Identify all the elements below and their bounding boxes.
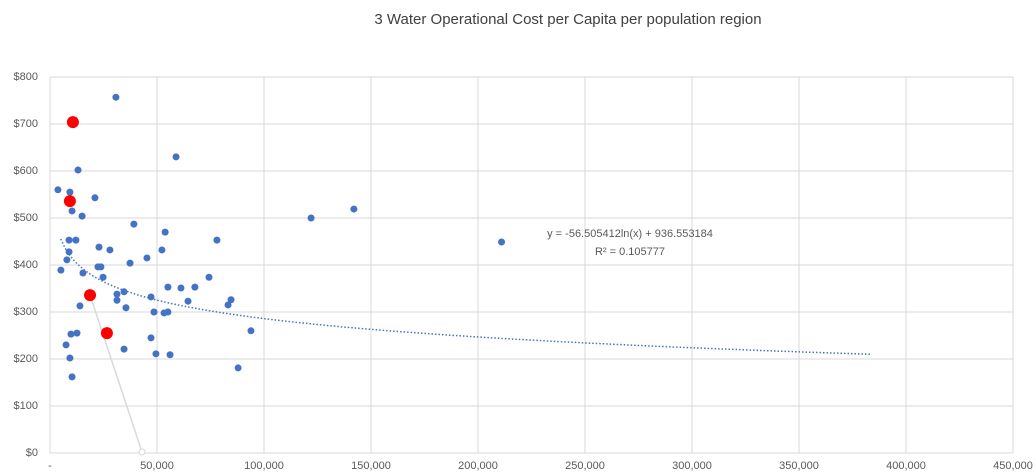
trend-equation: y = -56.505412ln(x) + 936.553184 <box>547 228 713 240</box>
chart-title: 3 Water Operational Cost per Capita per … <box>374 11 761 28</box>
point <box>184 297 192 305</box>
x-tick-label: 150,000 <box>351 460 391 472</box>
point <box>63 195 76 208</box>
point <box>498 238 506 246</box>
point <box>112 93 120 101</box>
y-tick-label: $600 <box>14 165 38 177</box>
point <box>66 354 74 362</box>
y-tick-label: $0 <box>26 447 38 459</box>
y-tick-label: $100 <box>14 400 38 412</box>
leader-end <box>138 448 146 456</box>
point <box>164 308 172 316</box>
point <box>78 212 86 220</box>
point <box>130 220 138 228</box>
point <box>122 304 130 312</box>
point <box>106 246 114 254</box>
point <box>150 308 158 316</box>
point <box>63 256 71 264</box>
trend-r-squared: R² = 0.105777 <box>595 246 665 258</box>
point <box>65 248 73 256</box>
point <box>126 259 134 267</box>
point <box>57 266 65 274</box>
x-tick-label: 250,000 <box>565 460 605 472</box>
point <box>84 289 97 302</box>
x-tick-label: 300,000 <box>672 460 712 472</box>
point <box>97 263 105 271</box>
x-tick-label: 450,000 <box>993 460 1033 472</box>
point <box>120 288 128 296</box>
y-tick-label: $700 <box>14 118 38 130</box>
point <box>100 327 113 340</box>
point <box>65 236 73 244</box>
leader-line <box>89 294 143 453</box>
x-tick-label: 400,000 <box>886 460 926 472</box>
x-tick-label: 200,000 <box>458 460 498 472</box>
point <box>227 296 235 304</box>
point <box>172 153 180 161</box>
point <box>54 186 62 194</box>
point <box>95 243 103 251</box>
point <box>99 273 107 281</box>
x-tick-label: 350,000 <box>779 460 819 472</box>
point <box>213 236 221 244</box>
point <box>147 293 155 301</box>
point <box>350 205 358 213</box>
point <box>205 273 213 281</box>
point <box>76 302 84 310</box>
point <box>113 290 121 298</box>
point <box>177 284 185 292</box>
point <box>79 269 87 277</box>
point <box>307 214 315 222</box>
point <box>152 350 160 358</box>
point <box>73 329 81 337</box>
point <box>72 236 80 244</box>
point <box>224 301 232 309</box>
point <box>68 207 76 215</box>
point <box>68 373 76 381</box>
point <box>66 116 79 129</box>
point <box>247 327 255 335</box>
point <box>158 246 166 254</box>
x-tick-label: - <box>48 460 52 472</box>
point <box>91 194 99 202</box>
point <box>164 283 172 291</box>
point <box>113 296 121 304</box>
point <box>234 364 242 372</box>
point <box>62 341 70 349</box>
trendline <box>60 238 872 356</box>
y-tick-label: $300 <box>14 306 38 318</box>
point <box>74 166 82 174</box>
x-tick-label: 100,000 <box>244 460 284 472</box>
point <box>147 334 155 342</box>
point <box>67 330 75 338</box>
x-tick-label: 50,000 <box>140 460 174 472</box>
y-tick-label: $200 <box>14 353 38 365</box>
point <box>166 351 174 359</box>
y-tick-label: $500 <box>14 212 38 224</box>
point <box>143 254 151 262</box>
point <box>191 283 199 291</box>
y-tick-label: $800 <box>14 71 38 83</box>
point <box>120 345 128 353</box>
point <box>161 228 169 236</box>
point <box>66 188 74 196</box>
y-tick-label: $400 <box>14 259 38 271</box>
